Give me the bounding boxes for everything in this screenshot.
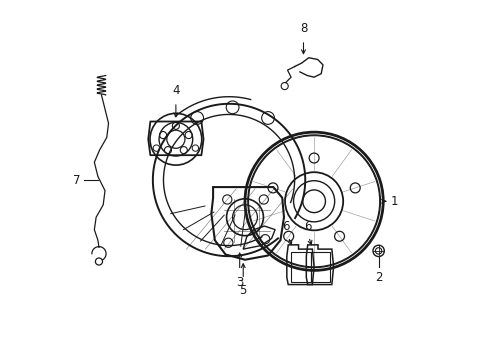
Text: 6: 6	[282, 220, 290, 233]
Text: 8: 8	[300, 22, 307, 35]
Text: 6: 6	[304, 220, 312, 233]
Text: 3: 3	[236, 276, 244, 289]
Text: 7: 7	[73, 174, 80, 186]
Text: 4: 4	[172, 84, 180, 98]
Text: 2: 2	[375, 271, 382, 284]
Text: 5: 5	[240, 284, 247, 297]
Text: 1: 1	[391, 195, 398, 208]
